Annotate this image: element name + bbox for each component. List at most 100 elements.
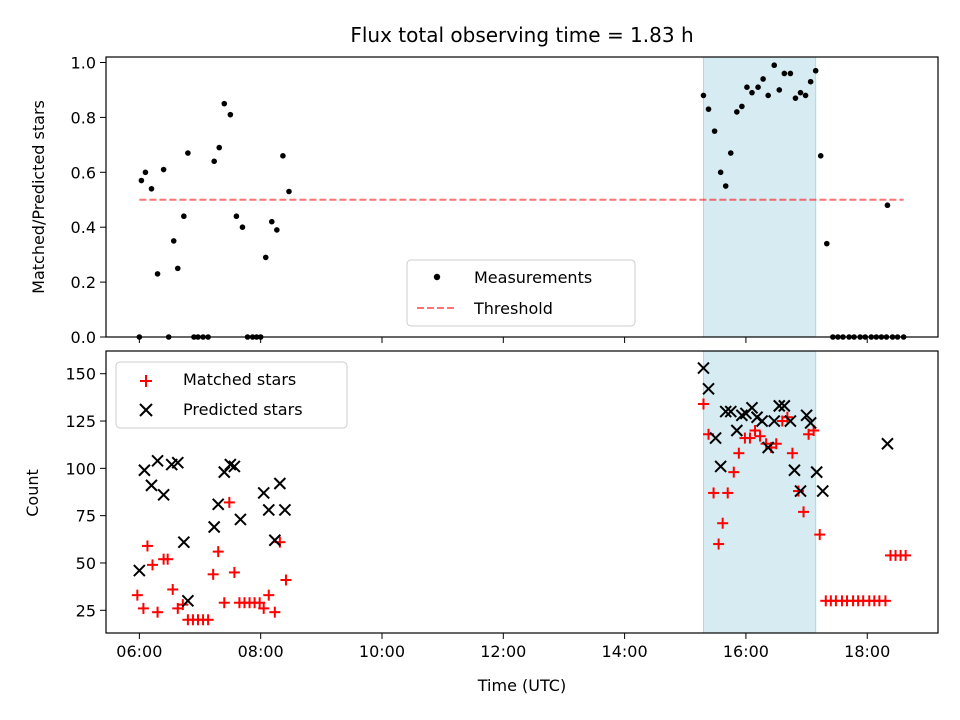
top-y-tick-label: 0.6 <box>71 163 96 182</box>
matched-star-point <box>744 432 756 444</box>
matched-star-point <box>162 553 174 565</box>
matched-star-point <box>713 538 725 550</box>
predicted-star-point <box>724 405 737 418</box>
measurement-point <box>174 265 181 272</box>
measurement-point <box>700 92 707 99</box>
matched-star-point <box>228 566 240 578</box>
measurement-point <box>227 111 234 118</box>
predicted-star-point <box>761 441 775 454</box>
top-y-tick-label: 0.0 <box>71 328 96 347</box>
measurement-point <box>160 166 167 173</box>
matched-star-point <box>152 606 164 618</box>
legend-predicted-stars: Predicted stars <box>183 400 303 419</box>
predicted-star-point <box>181 594 195 608</box>
measurement-points <box>136 62 907 340</box>
measurement-point <box>787 70 794 77</box>
predicted-star-point <box>218 465 231 479</box>
measurement-point <box>148 185 155 192</box>
matched-star-point <box>786 447 798 459</box>
predicted-star-point <box>138 464 151 477</box>
matched-star-point <box>141 540 153 552</box>
measurement-point <box>280 153 286 159</box>
predicted-star-point <box>778 399 791 413</box>
matched-star-point <box>814 529 826 541</box>
top-y-tick-label: 1.0 <box>71 53 96 72</box>
x-tick-label: 08:00 <box>238 642 284 661</box>
predicted-star-point <box>794 484 807 498</box>
bottom-y-tick-label: 125 <box>65 412 96 431</box>
measurement-point <box>705 106 712 112</box>
matched-star-point <box>218 597 230 609</box>
bottom-x-ticks: 06:00 08:00 10:00 12:00 14:00 16:00 18:00 <box>116 633 890 661</box>
predicted-star-point <box>171 456 184 469</box>
predicted-star-point <box>804 416 817 430</box>
matched-star-point <box>749 424 761 436</box>
matched-star-point <box>254 597 266 609</box>
matched-star-point <box>280 574 292 586</box>
predicted-star-point <box>228 460 241 473</box>
legend-matched-stars: Matched stars <box>183 370 296 389</box>
predicted-star-point <box>212 498 225 511</box>
measurement-point <box>755 84 761 90</box>
measurement-point <box>802 92 809 99</box>
measurement-point <box>142 169 149 176</box>
predicted-star-point <box>768 414 781 428</box>
matched-star-point <box>708 487 720 499</box>
top-y-axis-label: Matched/Predicted stars <box>29 100 48 294</box>
measurement-point <box>797 89 804 96</box>
measurement-point <box>823 240 830 247</box>
measurement-point <box>734 109 740 115</box>
top-shaded-interval <box>702 56 817 338</box>
legend-threshold: Threshold <box>473 299 553 318</box>
measurement-point <box>771 62 778 69</box>
predicted-star-point <box>133 564 146 577</box>
predicted-star-point <box>709 431 722 445</box>
measurement-point <box>722 183 729 189</box>
matched-star-point <box>900 549 912 561</box>
matched-star-point <box>223 496 235 508</box>
x-tick-label: 12:00 <box>480 642 526 661</box>
matched-star-point <box>131 589 143 601</box>
matched-star-point <box>798 506 810 518</box>
measurement-point <box>776 87 783 93</box>
top-y-tick-label: 0.4 <box>71 218 96 237</box>
bottom-y-tick-label: 50 <box>76 554 96 573</box>
top-panel: Flux total observing time = 1.83 h 0.0 0.… <box>29 23 939 347</box>
measurement-point <box>181 213 187 220</box>
matched-star-point <box>137 602 149 614</box>
legend-measurements: Measurements <box>474 268 592 287</box>
predicted-star-point <box>816 484 829 498</box>
measurements-legend-marker <box>433 273 441 281</box>
matched-star-point <box>263 589 275 601</box>
bottom-panel: 25 50 75 100 125 150 06:00 08:00 10:00 12:00 14:0… <box>23 350 939 695</box>
matched-star-point <box>792 485 804 497</box>
measurement-point <box>274 227 280 233</box>
top-axes-frame <box>105 56 939 338</box>
measurement-point <box>744 84 750 90</box>
matched-star-point <box>722 487 734 499</box>
predicted-star-point <box>745 401 759 414</box>
shaded-interval-band <box>702 56 817 338</box>
matched-star-point <box>697 398 709 410</box>
top-y-tick-label: 0.8 <box>71 108 96 127</box>
top-x-ticks <box>138 337 868 343</box>
measurement-point <box>239 224 246 230</box>
predicted-star-point <box>784 414 797 428</box>
matched-star-point <box>754 430 766 442</box>
predicted-star-point <box>257 486 270 500</box>
measurement-point <box>138 177 145 184</box>
chart-title: Flux total observing time = 1.83 h <box>350 23 693 47</box>
top-legend-frame <box>406 259 636 327</box>
matched-star-point <box>717 517 729 529</box>
predicted-star-point <box>273 477 287 490</box>
x-axis-label: Time (UTC) <box>477 676 566 695</box>
measurement-point <box>807 78 814 85</box>
predicted-star-point <box>268 534 282 547</box>
predicted-star-point <box>788 464 801 477</box>
measurement-point <box>262 254 269 261</box>
predicted-star-point <box>755 414 769 428</box>
measurement-point <box>717 169 724 176</box>
measurement-point <box>286 188 292 195</box>
matched-star-point <box>258 602 270 614</box>
